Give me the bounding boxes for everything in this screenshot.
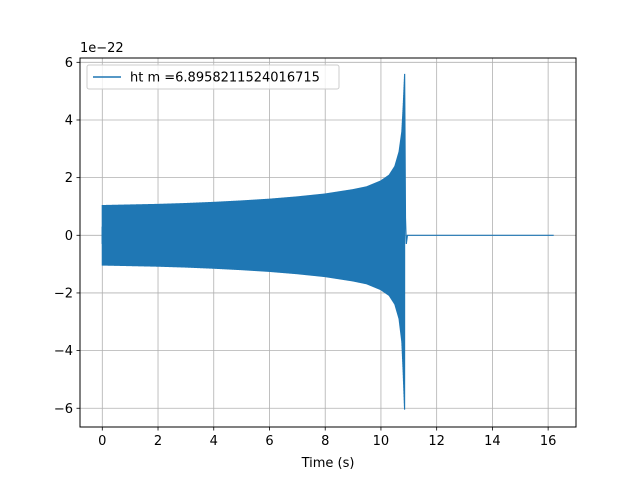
x-tick-label: 0 [98, 434, 106, 449]
y-scale-label: 1e−22 [80, 41, 124, 56]
x-tick-label: 6 [265, 434, 273, 449]
x-tick-label: 10 [373, 434, 390, 449]
legend-box [86, 64, 340, 90]
grid [80, 58, 576, 427]
y-tick-label: 0 [65, 229, 73, 244]
x-tick-label: 14 [484, 434, 501, 449]
y-tick-label: 4 [65, 113, 73, 128]
x-tick-label: 16 [540, 434, 557, 449]
x-axis: 0 2 4 6 8 10 12 14 16 [98, 427, 556, 449]
y-tick-label: 2 [65, 171, 73, 186]
axes-frame [79, 57, 577, 428]
y-tick-label: −6 [54, 402, 73, 417]
legend-label: ht m =6.8958211524016715 [130, 71, 320, 86]
y-tick-label: 6 [65, 56, 73, 71]
legend: ht m =6.8958211524016715 [86, 64, 340, 90]
plot-area [101, 73, 554, 410]
y-tick-label: −2 [54, 286, 73, 301]
y-axis: −6 −4 −2 0 2 4 6 [54, 56, 80, 417]
series-line [101, 73, 554, 410]
y-tick-label: −4 [54, 344, 73, 359]
x-tick-label: 2 [154, 434, 162, 449]
x-tick-label: 12 [428, 434, 445, 449]
x-tick-label: 4 [210, 434, 218, 449]
x-axis-label: Time (s) [301, 456, 355, 471]
x-tick-label: 8 [321, 434, 329, 449]
